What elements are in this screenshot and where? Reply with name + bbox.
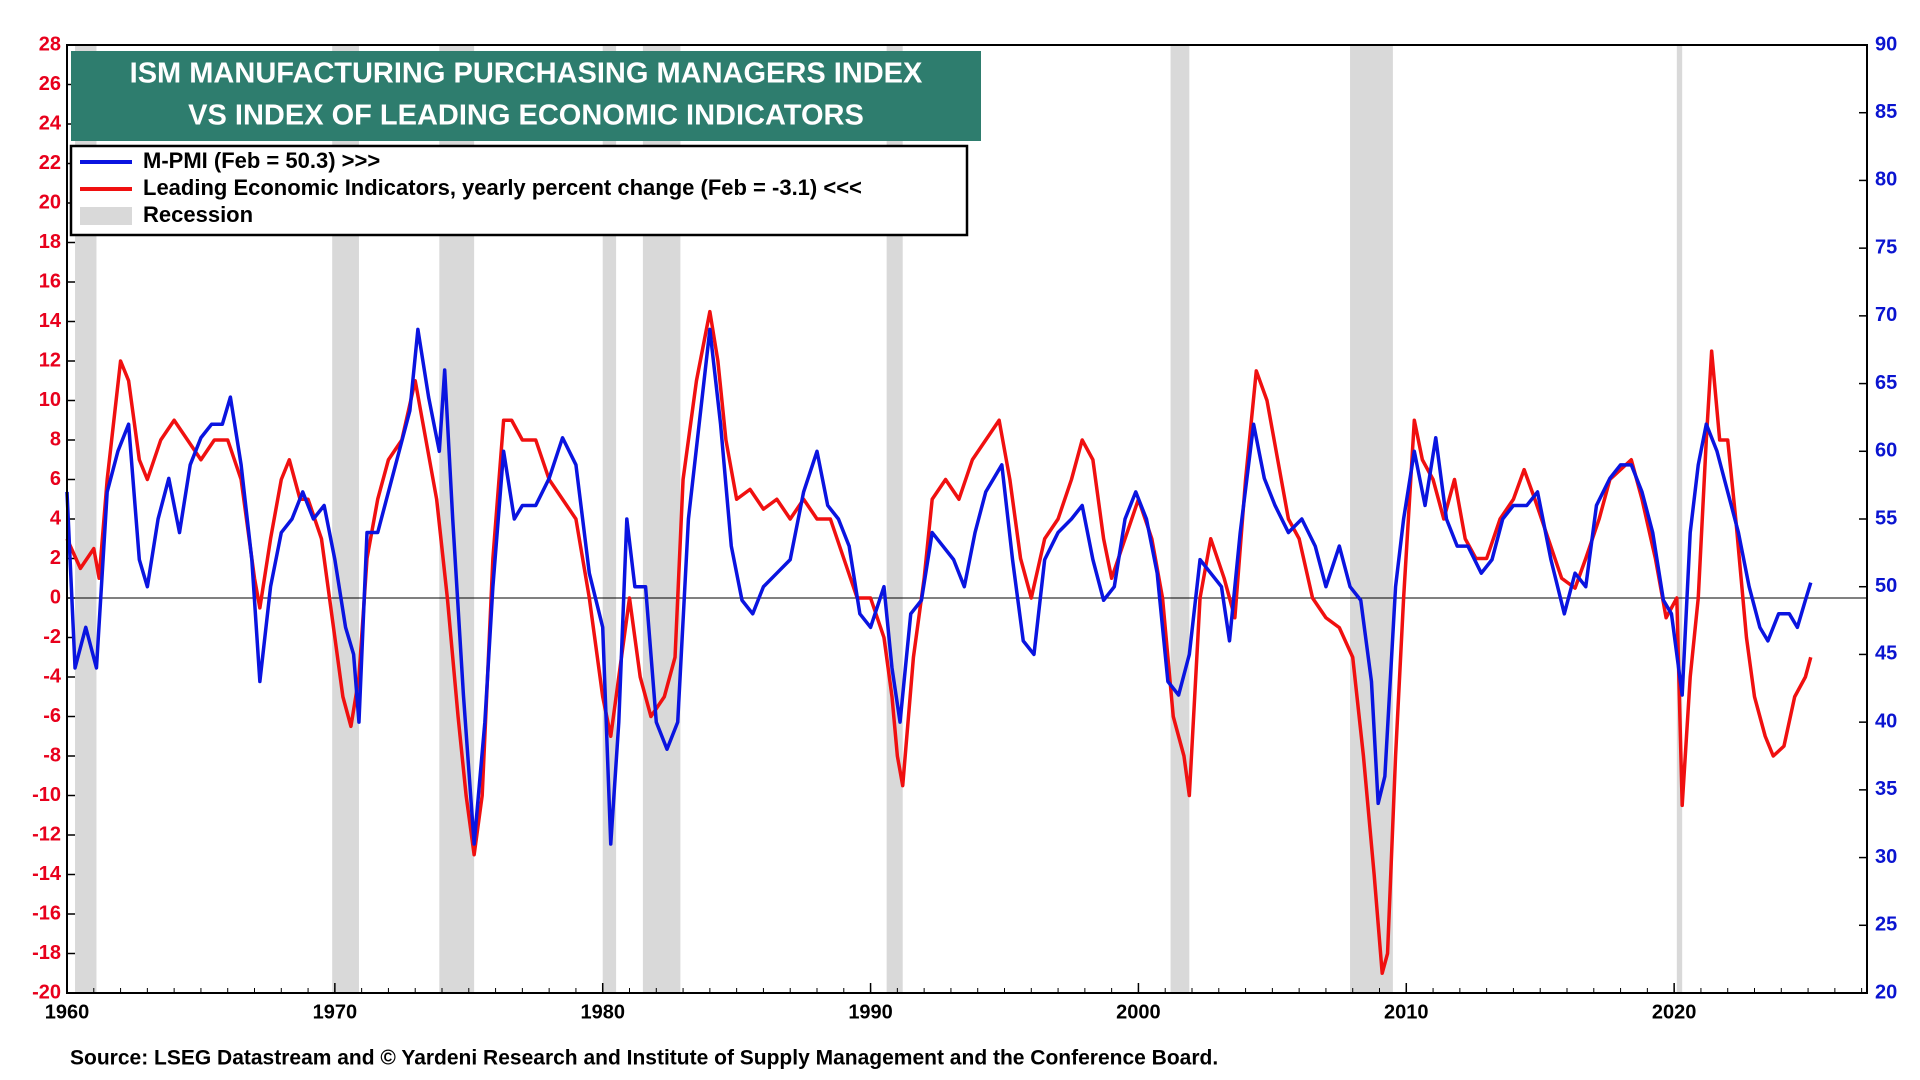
y2-tick-label: 55: [1875, 507, 1897, 529]
recession-band: [1676, 45, 1683, 993]
y2-tick-label: 20: [1875, 981, 1897, 1003]
y-tick-label: -20: [32, 981, 61, 1003]
y2-tick-label: 50: [1875, 575, 1897, 597]
y2-tick-label: 65: [1875, 372, 1897, 394]
x-tick-label: 2020: [1652, 1001, 1697, 1023]
y-tick-label: 2: [50, 547, 61, 569]
y2-tick-label: 85: [1875, 101, 1897, 123]
title-box: [71, 51, 981, 141]
y-tick-label: -18: [32, 942, 61, 964]
y-tick-label: -6: [43, 705, 61, 727]
y-tick-label: 22: [39, 152, 61, 174]
legend: M-PMI (Feb = 50.3) >>>Leading Economic I…: [80, 148, 862, 227]
legend-swatch: [80, 207, 132, 225]
y-tick-label: 8: [50, 428, 61, 450]
y-tick-label: -16: [32, 902, 61, 924]
y2-tick-label: 80: [1875, 169, 1897, 191]
y-tick-label: 26: [39, 73, 61, 95]
plot-frame: [66, 44, 1868, 994]
y-tick-label: -14: [32, 863, 62, 885]
y-tick-label: -12: [32, 823, 61, 845]
y2-tick-label: 60: [1875, 440, 1897, 462]
recession-band: [1170, 45, 1190, 993]
y-tick-label: 0: [50, 586, 61, 608]
x-tick-label: 1980: [580, 1001, 625, 1023]
y-tick-label: 20: [39, 191, 61, 213]
x-tick-label: 2000: [1116, 1001, 1161, 1023]
y2-tick-label: 30: [1875, 846, 1897, 868]
chart-title: ISM MANUFACTURING PURCHASING MANAGERS IN…: [130, 58, 923, 90]
y-tick-label: 18: [39, 231, 61, 253]
y2-tick-label: 90: [1875, 33, 1897, 55]
y-tick-label: 6: [50, 468, 61, 490]
y2-tick-label: 40: [1875, 710, 1897, 732]
y2-tick-label: 45: [1875, 643, 1897, 665]
y2-tick-label: 35: [1875, 778, 1897, 800]
y2-tick-label: 25: [1875, 914, 1897, 936]
x-tick-label: 1960: [45, 1001, 90, 1023]
legend-label: Leading Economic Indicators, yearly perc…: [143, 175, 862, 200]
y-tick-label: -2: [43, 626, 61, 648]
chart-title: VS INDEX OF LEADING ECONOMIC INDICATORS: [188, 100, 864, 132]
y-tick-label: 12: [39, 349, 61, 371]
x-tick-label: 1990: [848, 1001, 893, 1023]
y-tick-label: 10: [39, 389, 61, 411]
legend-label: Recession: [143, 202, 253, 227]
legend-box: [69, 144, 969, 237]
y2-tick-label: 70: [1875, 304, 1897, 326]
x-tick-label: 2010: [1384, 1001, 1429, 1023]
legend-label: M-PMI (Feb = 50.3) >>>: [143, 148, 380, 173]
y-tick-label: 28: [39, 33, 61, 55]
y2-tick-label: 75: [1875, 236, 1897, 258]
recession-band: [75, 45, 97, 993]
y-tick-label: 14: [39, 310, 62, 332]
y-tick-label: 4: [50, 507, 62, 529]
y-tick-label: -8: [43, 744, 61, 766]
y-tick-label: 24: [39, 112, 62, 134]
x-tick-label: 1970: [313, 1001, 358, 1023]
series-line: [65, 327, 1813, 846]
source-note: Source: LSEG Datastream and © Yardeni Re…: [70, 1047, 1218, 1070]
y-tick-label: -10: [32, 784, 61, 806]
y-tick-label: 16: [39, 270, 61, 292]
y-tick-label: -4: [43, 665, 62, 687]
